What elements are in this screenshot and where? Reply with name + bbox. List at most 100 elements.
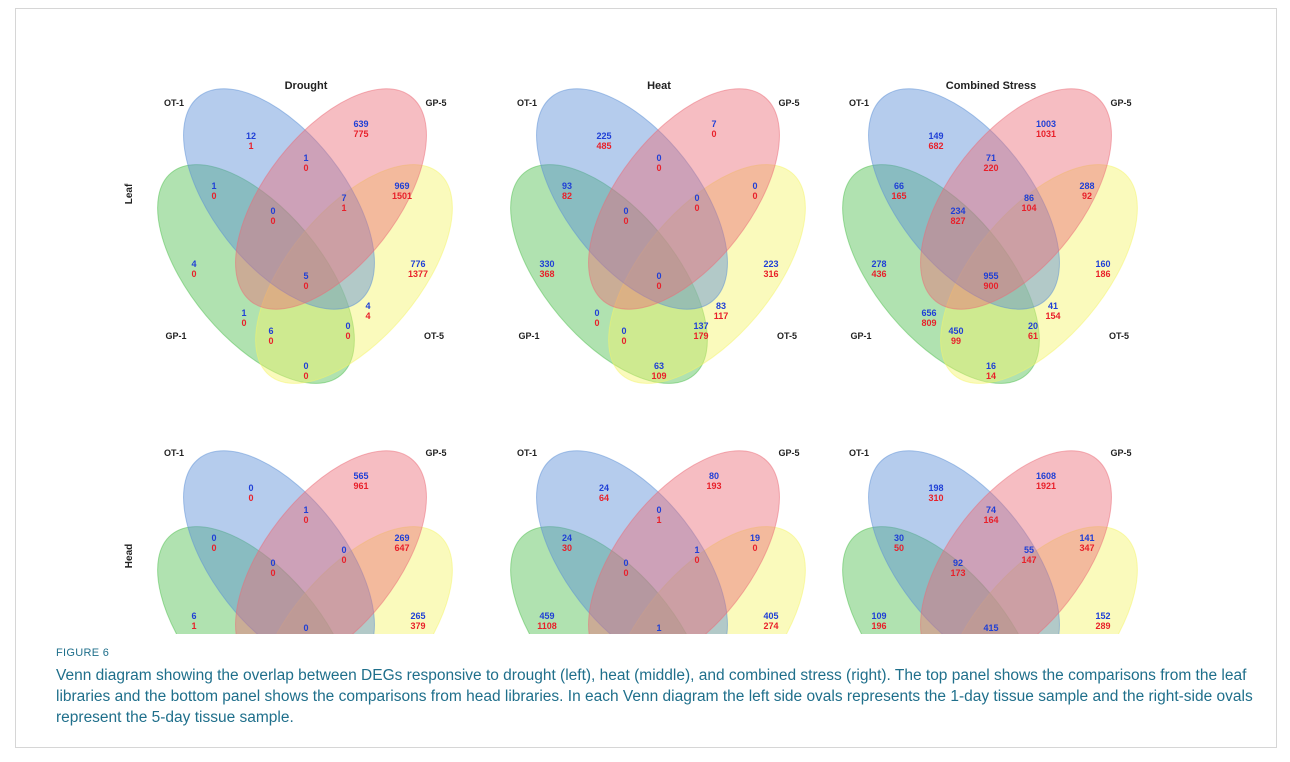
set-ellipse-ot-1 [868,88,1060,310]
set-label-ot-1: OT-1 [849,98,869,108]
region-count: 24 [599,483,609,493]
region-count: 109 [871,611,886,621]
region-count: 0 [270,206,275,216]
region-count: 743 [983,633,998,634]
region-count: 1608 [1036,471,1056,481]
region-count: 141 [1079,533,1094,543]
set-ellipse-ot-5 [940,526,1138,634]
region-count: 0 [656,505,661,515]
region-count: 0 [341,545,346,555]
region-count: 4 [365,301,370,311]
region-count: 1921 [1036,481,1056,491]
set-label-ot-1: OT-1 [517,448,537,458]
set-ellipse-ot-5 [255,526,453,634]
region-count: 1003 [1036,119,1056,129]
region-count: 0 [211,533,216,543]
region-count: 289 [1095,621,1110,631]
region-count: 0 [303,633,308,634]
region-count: 405 [763,611,778,621]
set-label-gp-1: GP-1 [850,331,871,341]
region-count: 368 [539,269,554,279]
region-count: 7 [341,193,346,203]
set-ellipse-gp-1 [842,526,1040,634]
region-count: 0 [623,206,628,216]
region-count: 288 [1079,181,1094,191]
region-count: 415 [983,623,998,633]
column-title-drought: Drought [285,80,328,92]
region-count: 0 [752,181,757,191]
region-count: 0 [623,216,628,226]
set-label-ot-5: OT-5 [777,331,797,341]
set-label-gp-5: GP-5 [778,448,799,458]
region-count: 41 [1048,301,1058,311]
region-count: 154 [1045,311,1060,321]
set-label-gp-5: GP-5 [425,448,446,458]
region-count: 450 [948,326,963,336]
region-count: 0 [303,163,308,173]
region-count: 149 [928,131,943,141]
region-count: 0 [656,153,661,163]
region-count: 82 [562,191,572,201]
region-count: 330 [539,259,554,269]
region-count: 160 [1095,259,1110,269]
venn-panel-head-drought: OT-1GP-5GP-1OT-5Head00105659610000002696… [124,448,453,634]
region-count: 225 [596,131,611,141]
region-count: 152 [1095,611,1110,621]
region-count: 827 [950,216,965,226]
region-count: 19 [750,533,760,543]
region-count: 12 [246,131,256,141]
set-ellipse-ot-5 [608,526,806,634]
set-ellipse-gp-5 [235,450,427,634]
region-count: 278 [871,259,886,269]
region-count: 0 [211,543,216,553]
set-ellipse-ot-1 [183,88,375,310]
region-count: 0 [241,318,246,328]
region-count: 104 [1021,203,1036,213]
venn-panel-head-heat: OT-1GP-5GP-1OT-5246401801932430001019045… [510,448,806,634]
set-label-ot-1: OT-1 [164,98,184,108]
region-count: 1 [191,621,196,631]
region-count: 99 [951,336,961,346]
row-label-leaf: Leaf [124,183,135,204]
region-count: 0 [191,269,196,279]
set-label-ot-1: OT-1 [517,98,537,108]
region-count: 682 [928,141,943,151]
region-count: 0 [270,558,275,568]
region-count: 137 [693,321,708,331]
region-count: 0 [621,336,626,346]
region-count: 63 [654,361,664,371]
region-count: 80 [709,471,719,481]
region-count: 220 [983,163,998,173]
region-count: 1031 [1036,129,1056,139]
region-count: 379 [410,621,425,631]
set-label-gp-5: GP-5 [425,98,446,108]
set-label-gp-1: GP-1 [165,331,186,341]
set-ellipse-gp-1 [510,164,708,384]
region-count: 86 [1024,193,1034,203]
region-count: 92 [953,558,963,568]
region-count: 347 [1079,543,1094,553]
region-count: 459 [539,611,554,621]
region-count: 0 [623,558,628,568]
region-count: 165 [891,191,906,201]
region-count: 16 [986,361,996,371]
figure-frame: Drought OT-1 GP-5 GP-1 OT-5 Leaf 12 1 1 0 639 775 1 0… [15,8,1277,748]
region-count: 1 [211,181,216,191]
region-count: 74 [986,505,996,515]
region-count: 1 [241,308,246,318]
region-count: 0 [694,555,699,565]
region-count: 274 [763,621,778,631]
set-ellipse-gp-1 [157,164,355,384]
region-count: 14 [986,371,996,381]
region-count: 0 [211,191,216,201]
region-count: 93 [562,181,572,191]
region-count: 775 [353,129,368,139]
region-count: 565 [353,471,368,481]
region-count: 0 [248,493,253,503]
set-ellipse-gp-5 [588,88,780,310]
figure-caption-text: Venn diagram showing the overlap between… [56,667,1253,726]
region-count: 0 [594,318,599,328]
region-count: 961 [353,481,368,491]
